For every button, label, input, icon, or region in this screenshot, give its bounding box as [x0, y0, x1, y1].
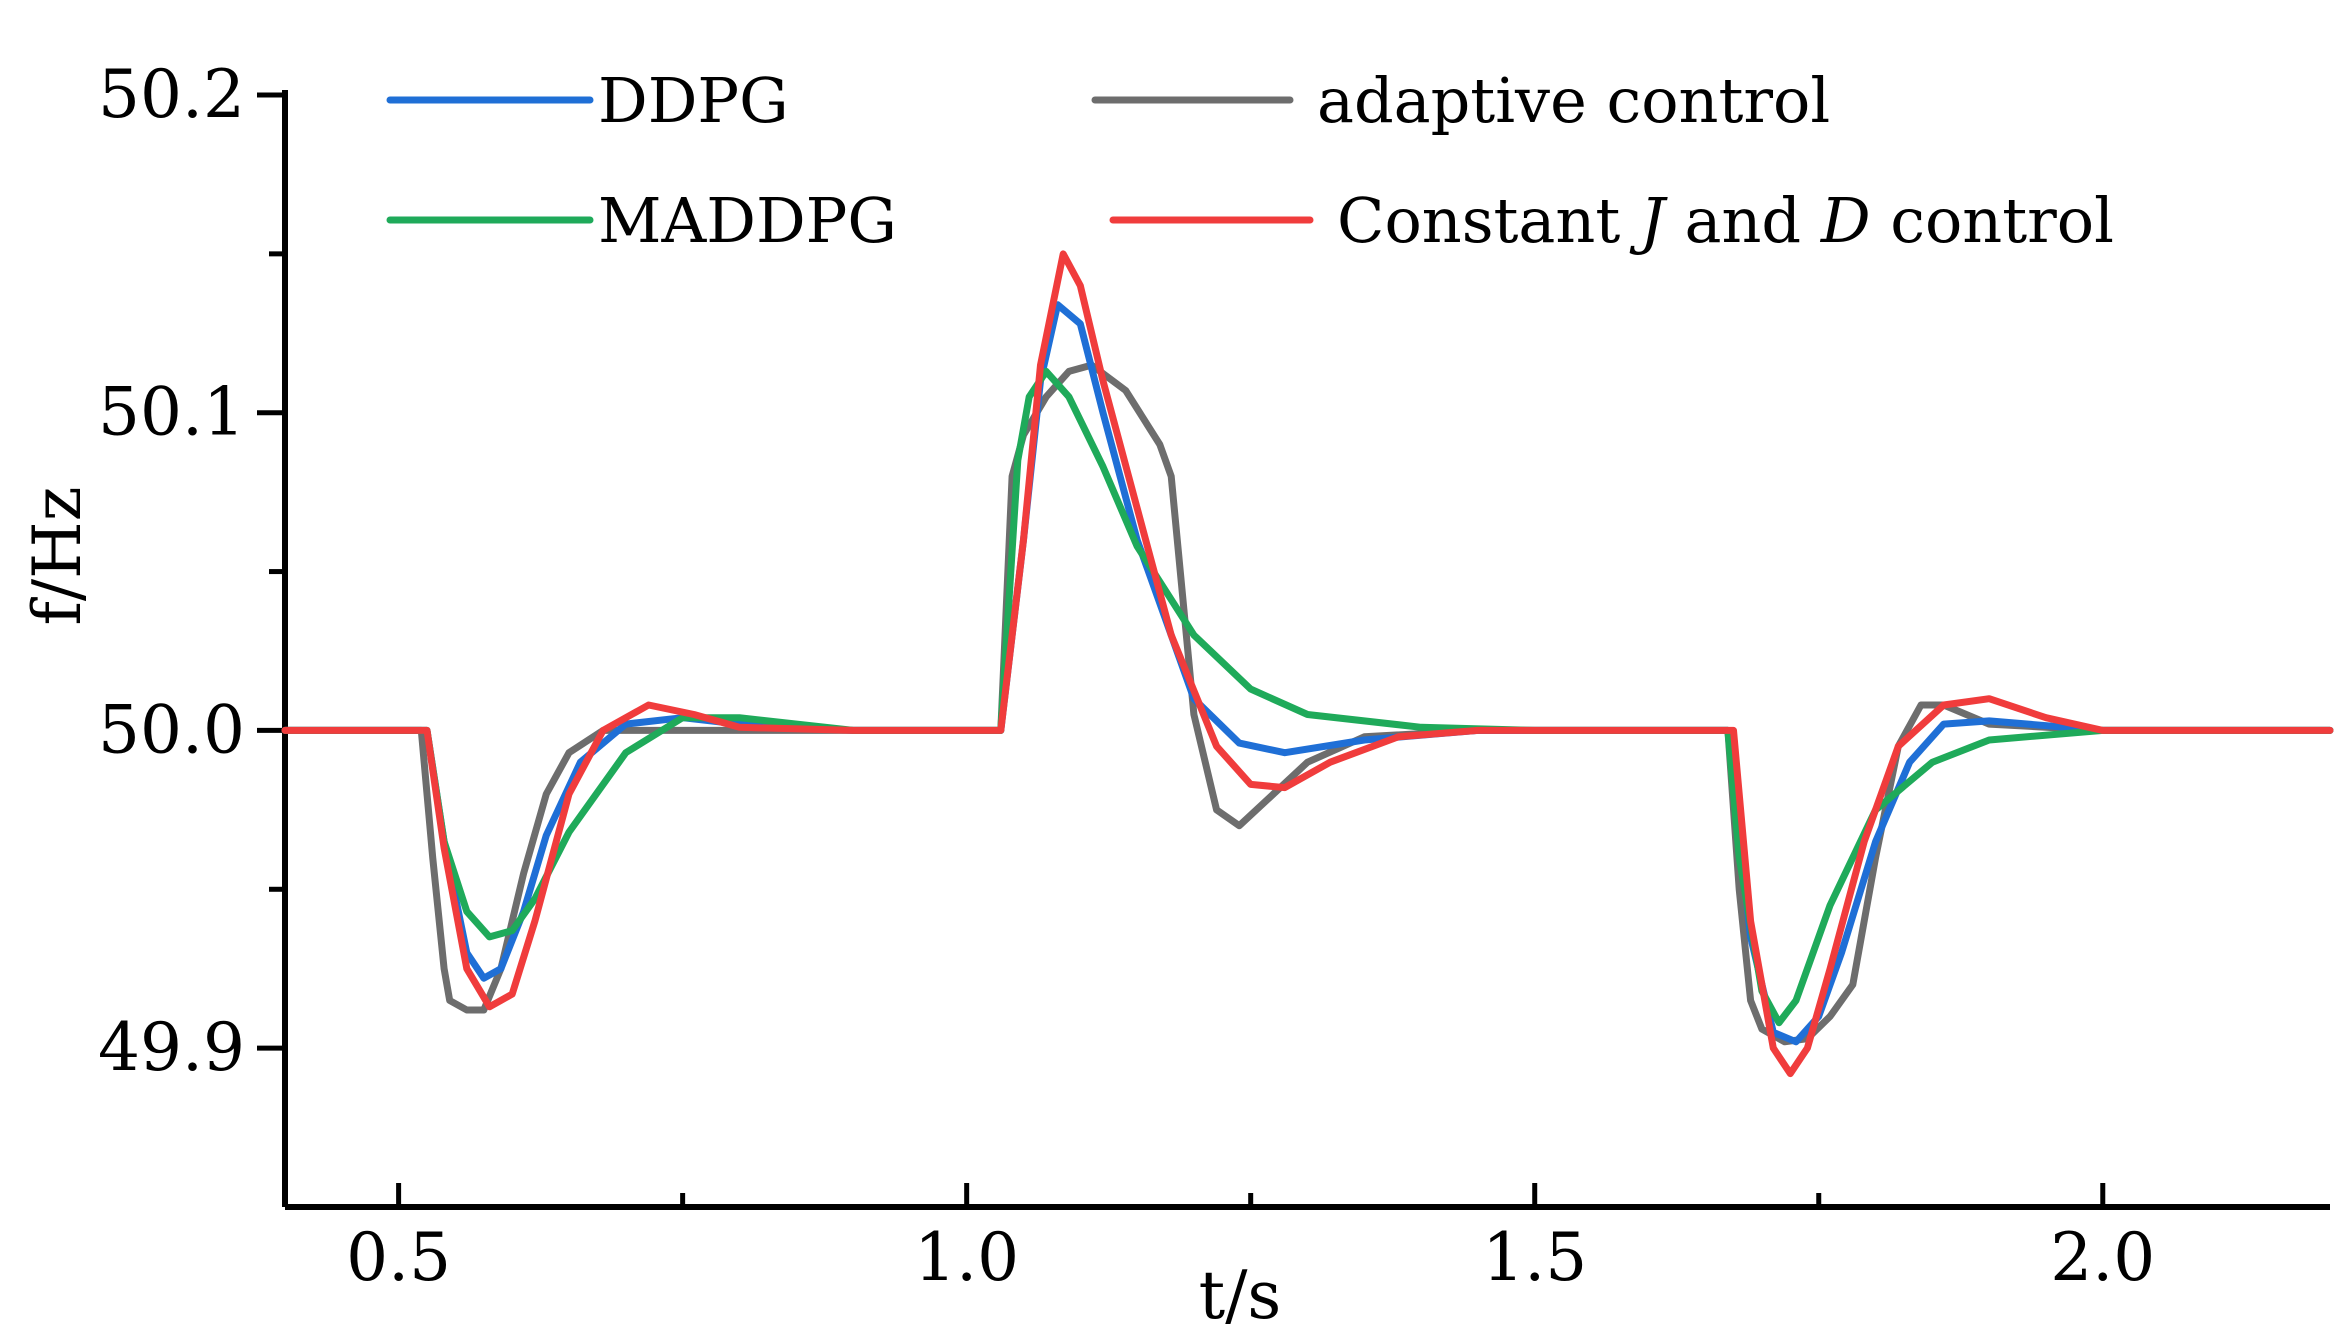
- legend-label-adaptive-control: adaptive control: [1317, 64, 1830, 137]
- legend-label-ddpg: DDPG: [598, 64, 789, 137]
- x-axis-title: t/s: [1199, 1257, 1282, 1334]
- y-tick-label: 50.1: [98, 374, 245, 451]
- x-tick-label: 2.0: [2050, 1219, 2155, 1296]
- legend-label-maddpg: MADDPG: [598, 184, 897, 257]
- series-line-constant-j-and-d-control: [281, 250, 2334, 1078]
- y-axis: 49.9 50.0 50.1 50.2: [98, 56, 288, 1207]
- y-tick-label: 49.9: [98, 1009, 245, 1086]
- x-tick-label: 0.5: [346, 1219, 451, 1296]
- x-tick-label: 1.0: [914, 1219, 1019, 1296]
- x-tick-label: 1.5: [1482, 1219, 1587, 1296]
- legend-label-constant-j-and-d-control: Constant J and D control: [1337, 184, 2114, 257]
- series-line-adaptive-control: [281, 361, 2334, 1046]
- x-axis: 0.5 1.0 1.5 2.0: [285, 1183, 2330, 1296]
- series-line-maddpg: [281, 367, 2334, 1027]
- y-tick-label: 50.2: [98, 56, 245, 133]
- y-axis-title: f/Hz: [19, 487, 96, 626]
- y-tick-label: 50.0: [98, 691, 245, 768]
- plot-area: [281, 250, 2334, 1078]
- series-line-ddpg: [281, 301, 2334, 1046]
- legend: DDPG adaptive control MADDPG Constant J and…: [386, 64, 2114, 257]
